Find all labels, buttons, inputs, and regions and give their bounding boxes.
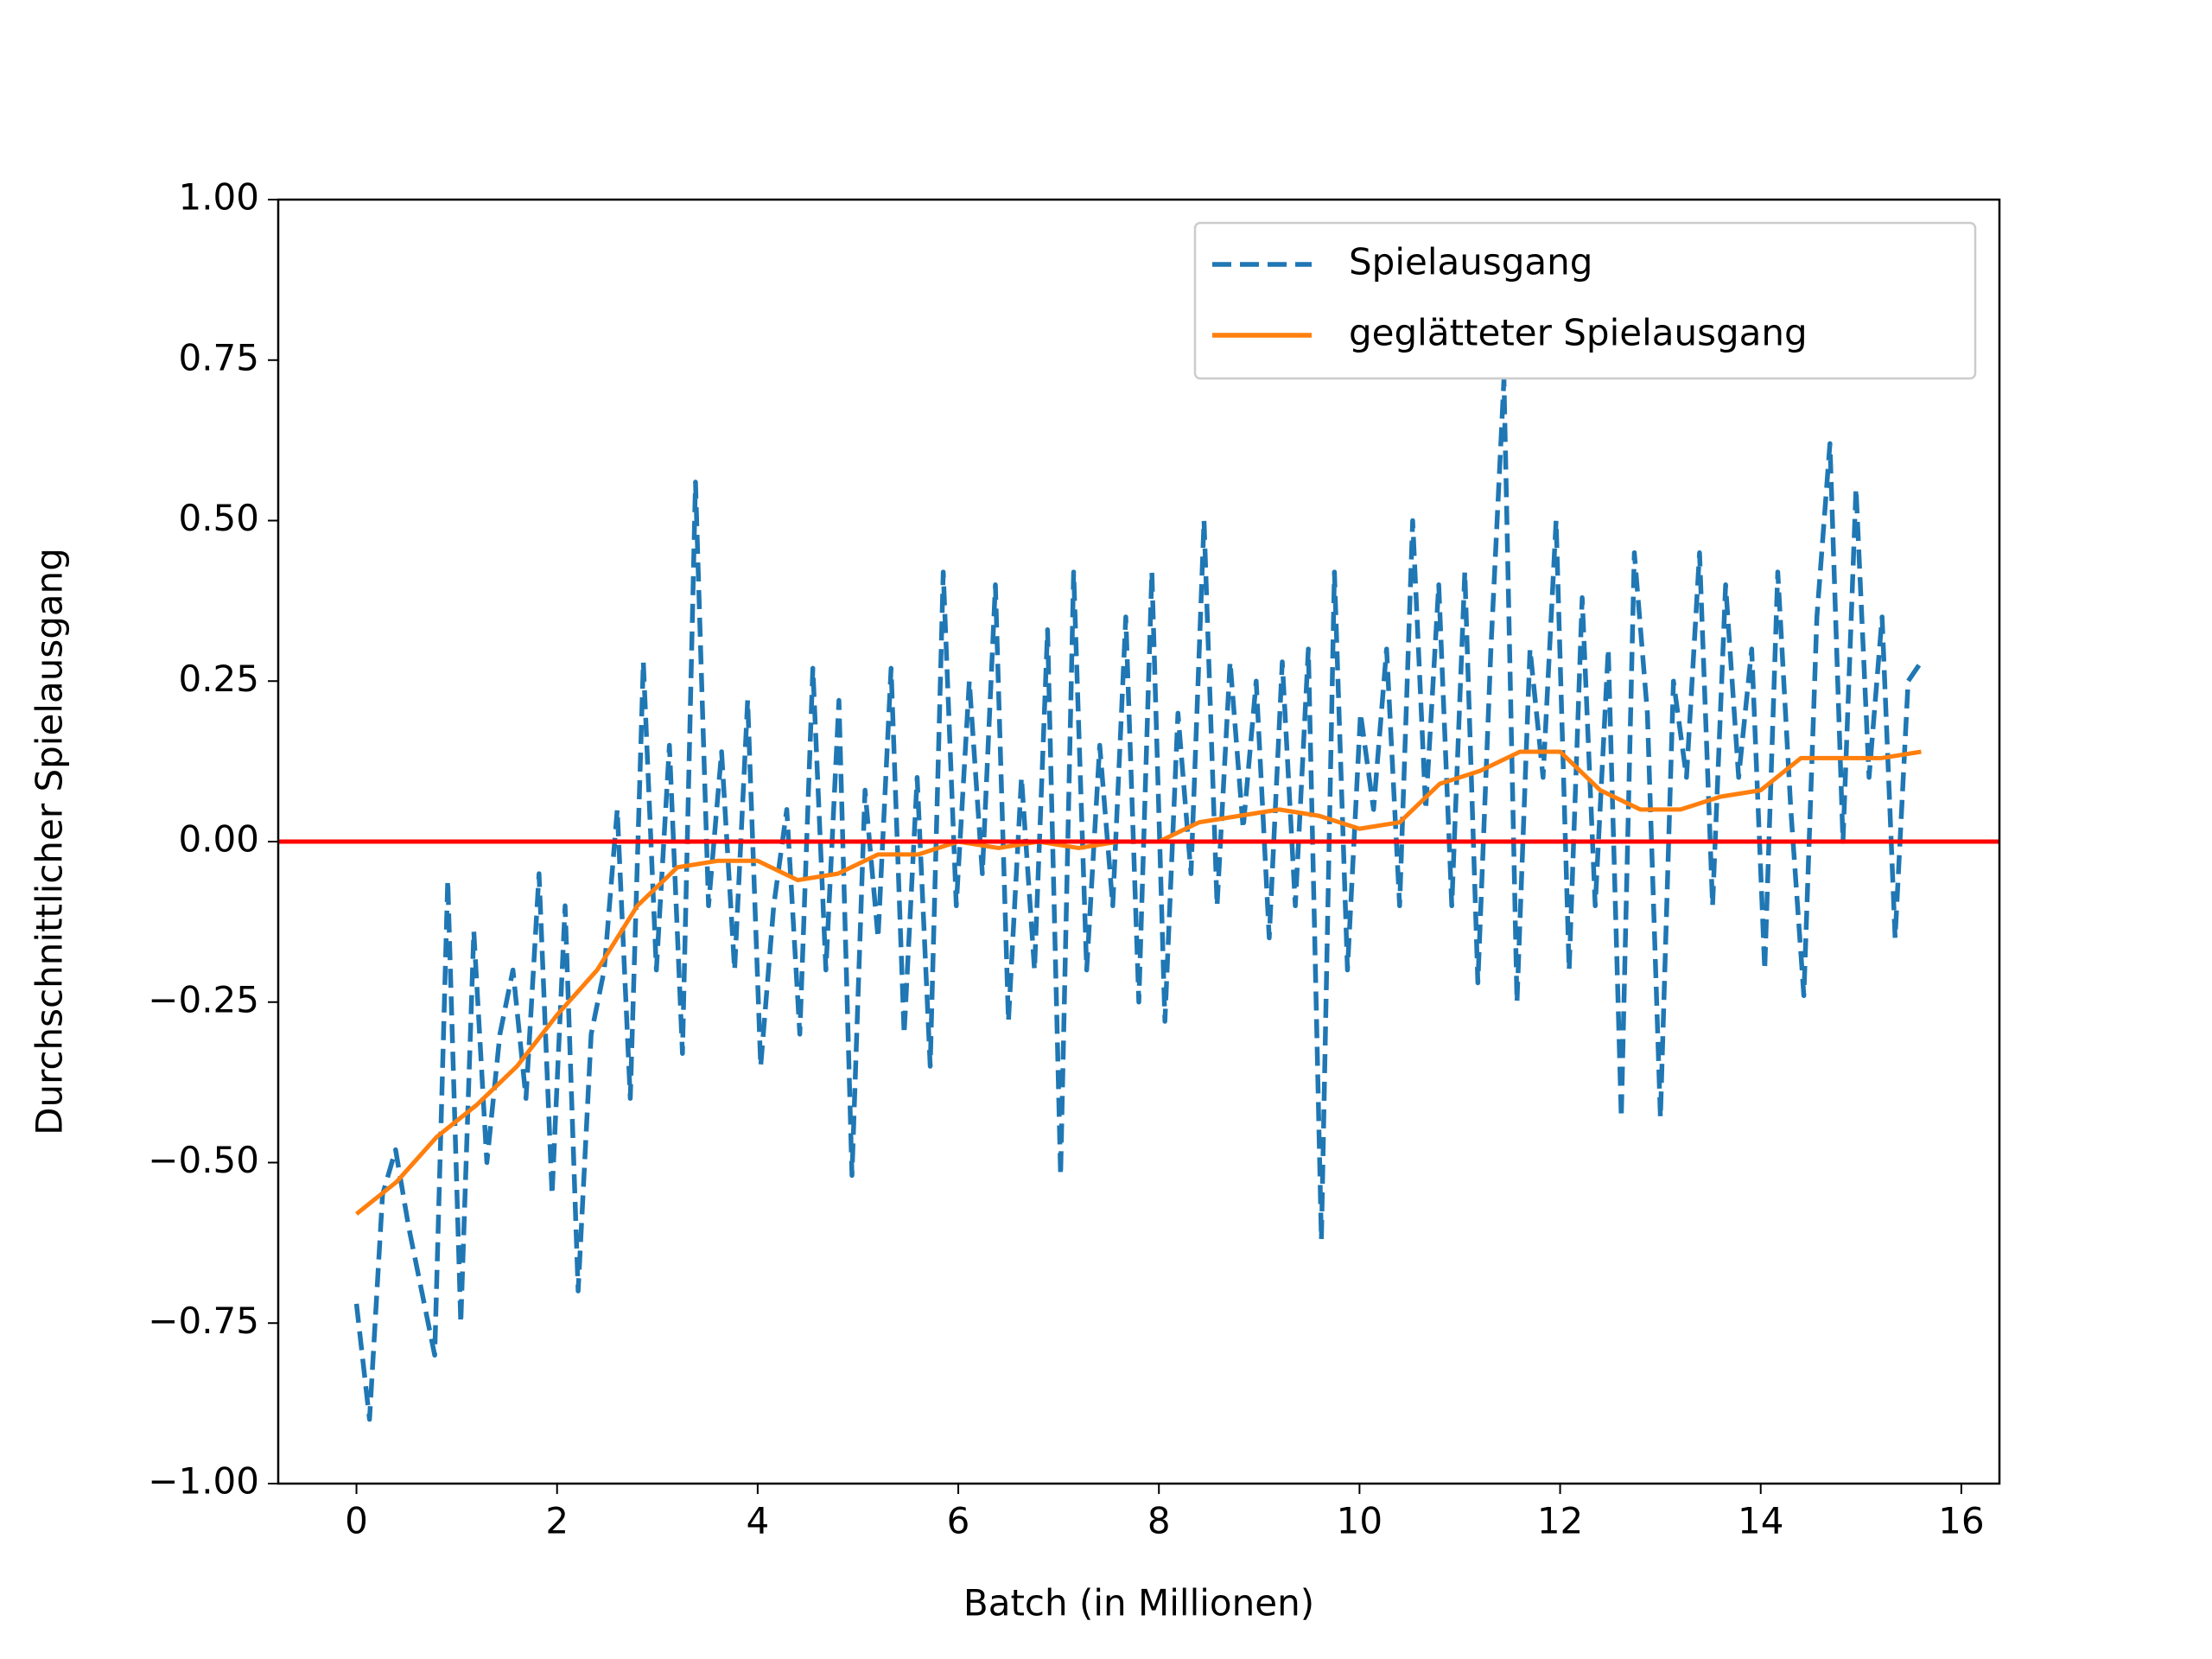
data-line: [353, 377, 1923, 1422]
x-tick-label: 4: [747, 1500, 770, 1542]
y-tick-label: −0.25: [148, 978, 259, 1020]
x-tick-label: 6: [947, 1500, 970, 1542]
y-tick-label: 0.00: [178, 818, 259, 861]
x-tick-label: 8: [1147, 1500, 1171, 1542]
x-axis-label: Batch (in Millionen): [963, 1582, 1314, 1624]
y-tick-label: −0.50: [148, 1139, 259, 1181]
y-axis-label: Durchschnittlicher Spielausgang: [29, 548, 71, 1135]
plot-frame: [276, 198, 2001, 1485]
y-tick-label: −0.75: [148, 1300, 259, 1342]
x-tick-label: 2: [545, 1500, 569, 1542]
legend-box: [1193, 221, 1977, 380]
x-tick-label: 0: [345, 1500, 368, 1542]
legend-label: geglätteter Spielausgang: [1349, 312, 1808, 354]
y-tick-label: 0.50: [178, 497, 259, 539]
legend-label: Spielausgang: [1349, 241, 1592, 283]
plot-area: [278, 377, 1999, 1422]
x-tick-label: 12: [1537, 1500, 1583, 1542]
y-tick-label: −1.00: [148, 1460, 259, 1503]
x-tick-label: 16: [1938, 1500, 1984, 1542]
y-tick-label: 0.75: [178, 336, 259, 378]
x-tick-label: 14: [1738, 1500, 1783, 1542]
x-tick-label: 10: [1337, 1500, 1382, 1542]
y-tick-label: 1.00: [178, 176, 259, 219]
y-tick-label: 0.25: [178, 658, 259, 700]
